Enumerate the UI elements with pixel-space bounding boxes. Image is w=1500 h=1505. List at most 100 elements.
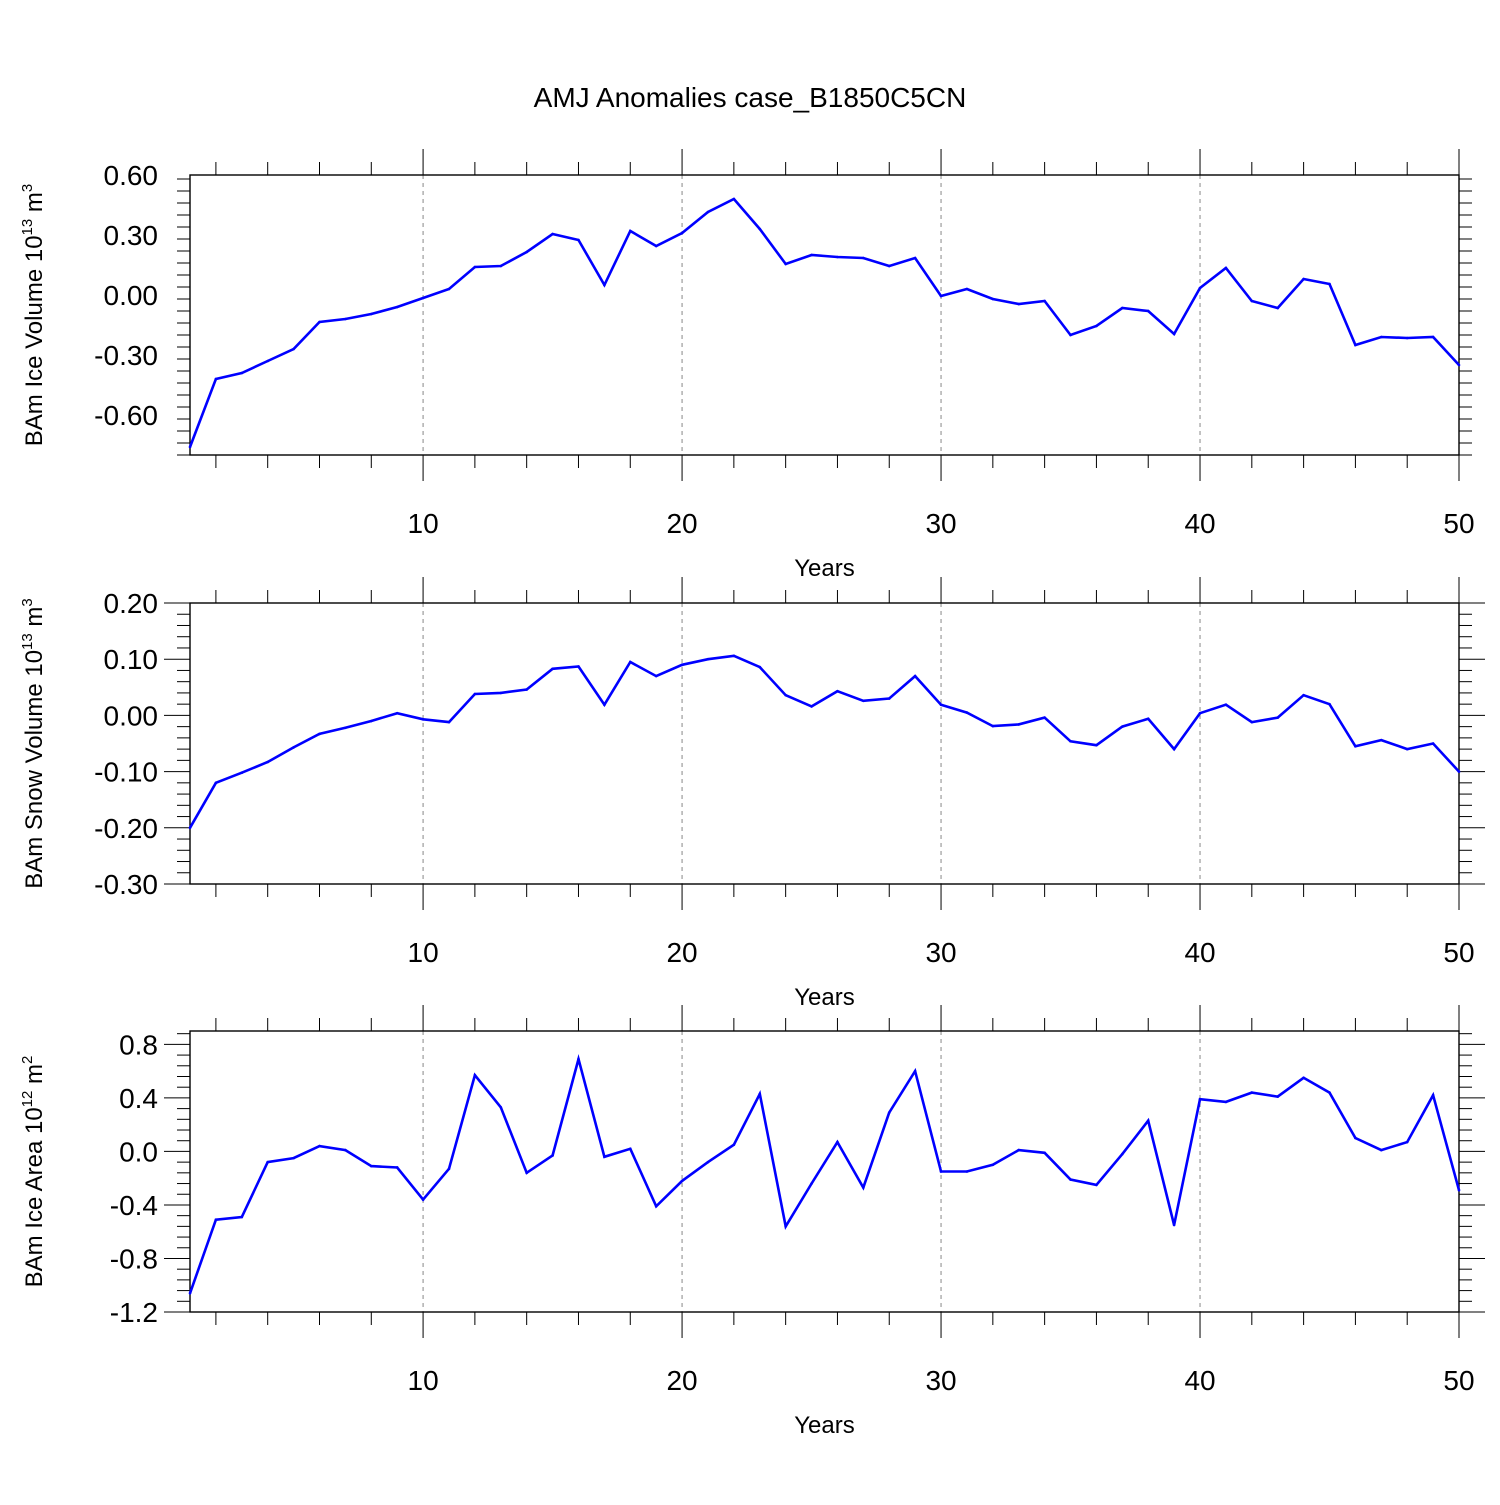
- data-point: [1043, 716, 1046, 719]
- data-point: [939, 703, 943, 707]
- data-point: [732, 654, 736, 658]
- data-point: [266, 359, 269, 363]
- data-point: [421, 296, 425, 300]
- data-point: [395, 305, 399, 309]
- data-point: [628, 1147, 632, 1151]
- data-point: [991, 724, 995, 728]
- data-point: [1302, 277, 1305, 281]
- x-axis-label: Years: [794, 984, 855, 1011]
- data-point: [1354, 745, 1357, 748]
- data-point: [1198, 1097, 1202, 1101]
- chart-panel-1: 0.60 0.30 0.00 -0.30 -0.60 10 20 30 40 50 Years BAm…: [19, 149, 1475, 582]
- data-point: [447, 1167, 451, 1171]
- data-point: [1121, 306, 1124, 310]
- y-tick-label: 0.60: [104, 160, 159, 191]
- plot-frame: [189, 174, 1460, 456]
- data-point: [266, 760, 269, 764]
- data-point: [758, 1092, 762, 1096]
- data-point: [344, 317, 347, 321]
- data-point: [1146, 309, 1150, 313]
- data-point: [369, 1164, 373, 1168]
- data-point: [680, 1179, 684, 1183]
- y-tick-label: -0.30: [94, 340, 158, 371]
- data-point: [214, 781, 218, 785]
- data-point: [447, 720, 451, 724]
- data-point: [1198, 711, 1202, 715]
- data-point: [1405, 1140, 1409, 1144]
- data-point: [1328, 702, 1331, 706]
- data-point: [1457, 363, 1461, 367]
- x-axis-label: Years: [794, 555, 855, 582]
- data-point: [577, 238, 580, 242]
- data-point: [836, 1140, 839, 1144]
- data-point: [603, 283, 606, 287]
- data-point: [499, 264, 503, 268]
- data-point: [318, 320, 321, 324]
- series-line: [188, 654, 1460, 829]
- data-point: [1043, 1151, 1046, 1155]
- data-point: [525, 688, 528, 691]
- y-tick-label: -0.8: [110, 1243, 158, 1274]
- y-tick-label: 0.30: [104, 220, 159, 251]
- data-point: [603, 703, 606, 707]
- data-point: [369, 719, 373, 723]
- plot-frame: [189, 1030, 1460, 1313]
- data-point: [887, 1111, 891, 1114]
- data-point: [240, 371, 244, 375]
- y-tick-label: -1.2: [110, 1297, 158, 1328]
- data-point: [913, 1069, 917, 1073]
- data-point: [965, 711, 969, 714]
- y-tick-label: -0.4: [110, 1190, 158, 1221]
- data-point: [1121, 725, 1124, 728]
- data-point: [965, 287, 969, 291]
- data-point: [447, 287, 451, 291]
- figure-title: AMJ Anomalies case_B1850C5CN: [533, 82, 967, 113]
- y-tick-label: 0.00: [104, 700, 159, 731]
- data-point: [266, 1160, 269, 1164]
- x-tick-label: 30: [925, 937, 956, 968]
- data-point: [188, 826, 192, 830]
- data-point: [551, 232, 554, 236]
- data-point: [836, 255, 839, 259]
- data-point: [1328, 282, 1331, 286]
- x-tick-label: 10: [408, 1365, 439, 1396]
- data-point: [1431, 1093, 1435, 1097]
- data-point: [1431, 742, 1435, 745]
- x-tick-label: 20: [666, 1365, 697, 1396]
- data-point: [732, 1143, 736, 1147]
- data-point: [1198, 286, 1202, 290]
- y-tick-label: 0.4: [119, 1083, 158, 1114]
- y-axis-label: BAm Ice Area 1012 m2: [19, 1056, 48, 1288]
- data-point: [577, 1057, 580, 1061]
- data-point: [680, 663, 684, 667]
- data-point: [1224, 703, 1228, 707]
- data-point: [1250, 1091, 1254, 1094]
- data-point: [939, 294, 943, 298]
- data-point: [758, 665, 762, 669]
- data-point: [1095, 743, 1098, 747]
- data-point: [551, 1154, 554, 1157]
- data-point: [551, 667, 554, 671]
- series-line: [188, 197, 1460, 448]
- data-point: [1146, 717, 1150, 721]
- data-point: [577, 665, 580, 668]
- data-point: [1380, 738, 1383, 742]
- data-point: [1380, 335, 1383, 339]
- data-point: [810, 705, 813, 708]
- data-point: [706, 657, 710, 661]
- data-point: [862, 1186, 865, 1189]
- data-point: [991, 297, 995, 301]
- y-tick-label: 0.10: [104, 644, 159, 675]
- data-point: [913, 256, 917, 260]
- data-point: [318, 1144, 321, 1148]
- data-point: [862, 699, 865, 703]
- data-point: [292, 746, 295, 749]
- data-point: [784, 693, 787, 697]
- data-point: [1224, 1100, 1228, 1104]
- x-tick-label: 10: [408, 508, 439, 539]
- data-point: [240, 1215, 244, 1219]
- y-axis-label: BAm Snow Volume 1013 m3: [19, 598, 48, 889]
- data-point: [758, 227, 762, 231]
- y-tick-label: 0.20: [104, 588, 159, 619]
- plot-frame: [189, 602, 1460, 885]
